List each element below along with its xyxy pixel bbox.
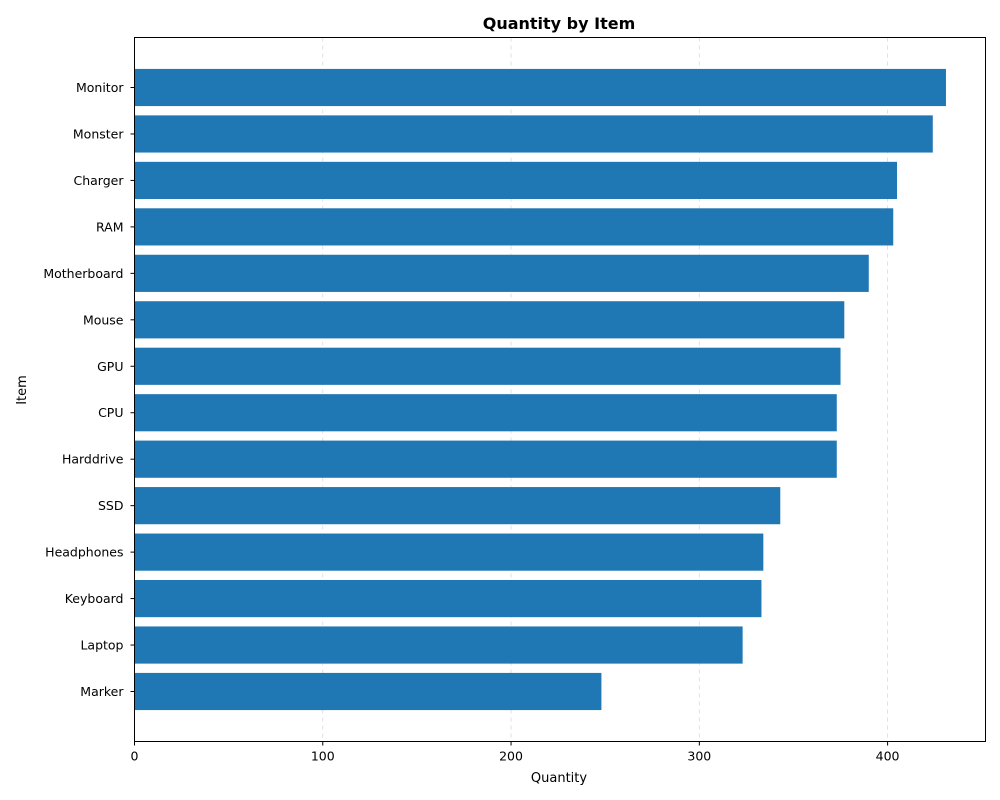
bar-harddrive [134,440,837,478]
x-tick-label: 300 [687,749,711,764]
bar-mouse [134,301,845,339]
bar-marker [134,672,602,711]
bar-gpu [134,347,841,385]
x-tick-label: 0 [131,749,139,764]
y-axis-ticks: Monitor Monster Charger RAM Motherboard Mouse… [43,80,135,699]
plot-frame [134,37,986,742]
y-tick-label: Laptop [80,638,123,653]
x-axis-label: Quantity [531,771,587,786]
bar-ssd [134,487,781,525]
x-axis-ticks: 0 100 200 300 400 [131,741,900,764]
bars [134,68,946,711]
y-tick-label: Marker [80,684,124,699]
bar-laptop [134,626,743,664]
x-tick-label: 400 [876,749,900,764]
y-axis-label: Item [15,375,30,405]
bar-monitor [134,68,946,107]
y-tick-label: Charger [74,173,125,188]
x-tick-label: 200 [499,749,523,764]
chart-title: Quantity by Item [483,14,636,33]
y-tick-label: Keyboard [65,591,124,606]
y-tick-label: Monster [73,126,124,141]
y-tick-label: Headphones [45,545,123,560]
bar-ram [134,208,894,246]
bar-charger [134,161,898,200]
x-tick-label: 100 [311,749,335,764]
bar-cpu [134,394,837,432]
bar-motherboard [134,254,869,292]
bar-headphones [134,533,764,571]
y-tick-label: SSD [98,498,124,513]
y-tick-label: Harddrive [62,452,124,467]
bar-monster [134,115,933,153]
y-tick-label: Mouse [83,312,124,327]
y-tick-label: GPU [97,359,123,374]
y-tick-label: Motherboard [43,266,123,281]
y-tick-label: Monitor [76,80,124,95]
y-tick-label: CPU [98,405,123,420]
bar-keyboard [134,579,762,618]
y-tick-label: RAM [96,219,124,234]
